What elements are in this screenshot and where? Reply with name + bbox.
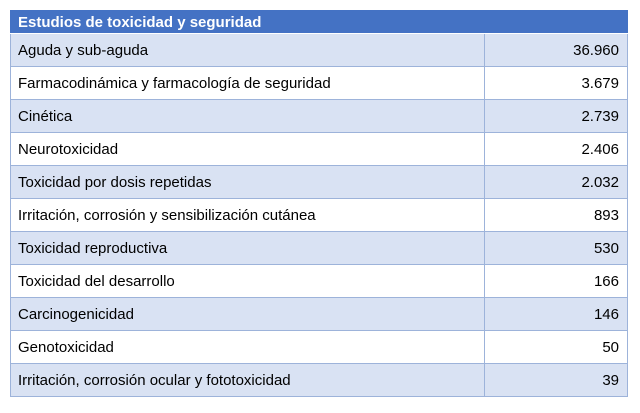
table-row: Farmacodinámica y farmacología de seguri… [10,66,628,100]
row-label: Cinética [10,99,485,133]
row-value: 166 [484,264,628,298]
row-value: 39 [484,363,628,397]
row-label: Toxicidad del desarrollo [10,264,485,298]
table-row: Toxicidad reproductiva 530 [10,231,628,265]
row-value: 36.960 [484,33,628,67]
row-value: 2.739 [484,99,628,133]
table-header-value-cell [484,10,628,34]
row-value: 2.406 [484,132,628,166]
row-label: Farmacodinámica y farmacología de seguri… [10,66,485,100]
row-label: Aguda y sub-aguda [10,33,485,67]
row-label: Irritación, corrosión y sensibilización … [10,198,485,232]
table-row: Irritación, corrosión ocular y fototoxic… [10,363,628,397]
row-label: Toxicidad reproductiva [10,231,485,265]
table-row: Cinética 2.739 [10,99,628,133]
table-row: Toxicidad del desarrollo 166 [10,264,628,298]
row-label: Irritación, corrosión ocular y fototoxic… [10,363,485,397]
table-row: Aguda y sub-aguda 36.960 [10,33,628,67]
row-label: Toxicidad por dosis repetidas [10,165,485,199]
table-row: Toxicidad por dosis repetidas 2.032 [10,165,628,199]
row-value: 50 [484,330,628,364]
toxicity-studies-table: Estudios de toxicidad y seguridad Aguda … [10,10,628,397]
row-value: 2.032 [484,165,628,199]
row-value: 893 [484,198,628,232]
row-value: 530 [484,231,628,265]
row-label: Neurotoxicidad [10,132,485,166]
row-label: Carcinogenicidad [10,297,485,331]
table-row: Genotoxicidad 50 [10,330,628,364]
table-row: Irritación, corrosión y sensibilización … [10,198,628,232]
table-row: Neurotoxicidad 2.406 [10,132,628,166]
toxicity-studies-table-container: Estudios de toxicidad y seguridad Aguda … [10,10,628,397]
table-header-row: Estudios de toxicidad y seguridad [10,10,628,34]
row-value: 3.679 [484,66,628,100]
row-value: 146 [484,297,628,331]
table-header-title: Estudios de toxicidad y seguridad [10,10,485,34]
table-row: Carcinogenicidad 146 [10,297,628,331]
row-label: Genotoxicidad [10,330,485,364]
